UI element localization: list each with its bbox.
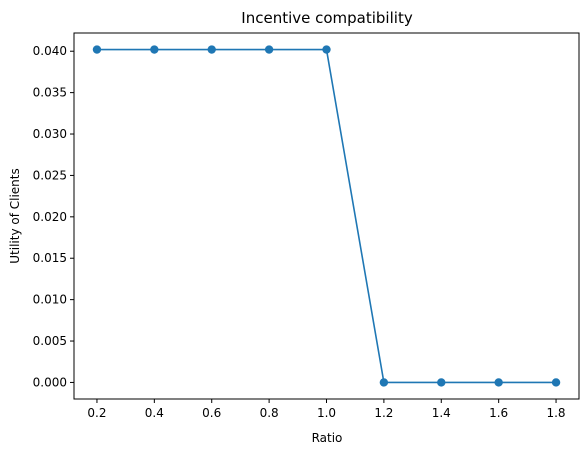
x-tick-label: 1.2 xyxy=(374,406,393,420)
y-tick-label: 0.020 xyxy=(33,210,67,224)
y-axis-label: Utility of Clients xyxy=(8,168,22,263)
chart-title: Incentive compatibility xyxy=(241,9,413,27)
y-tick-label: 0.015 xyxy=(33,251,67,265)
y-tick-label: 0.000 xyxy=(33,375,67,389)
x-tick-label: 0.6 xyxy=(202,406,221,420)
x-tick-label: 1.4 xyxy=(432,406,451,420)
plot-frame xyxy=(73,32,580,400)
data-point xyxy=(207,45,216,54)
x-tick-label: 1.6 xyxy=(489,406,508,420)
y-tick-label: 0.010 xyxy=(33,293,67,307)
data-point xyxy=(494,378,503,387)
data-point xyxy=(322,45,331,54)
y-tick-label: 0.025 xyxy=(33,168,67,182)
data-point xyxy=(92,45,102,54)
x-tick-label: 0.8 xyxy=(260,406,279,420)
y-tick-label: 0.035 xyxy=(33,86,67,100)
x-tick-label: 0.4 xyxy=(145,406,164,420)
y-tick-label: 0.030 xyxy=(33,127,67,141)
series-line xyxy=(96,48,557,384)
data-point xyxy=(150,45,159,54)
data-point xyxy=(551,378,561,387)
x-axis: 0.2 0.4 0.6 0.8 1.0 1.2 1.4 1.6 1.8 xyxy=(87,399,566,420)
x-tick-label: 0.2 xyxy=(87,406,106,420)
x-tick-label: 1.8 xyxy=(546,406,565,420)
data-point xyxy=(264,45,274,54)
y-tick-label: 0.005 xyxy=(33,334,67,348)
x-tick-label: 1.0 xyxy=(317,406,336,420)
data-point xyxy=(379,378,389,387)
x-axis-label: Ratio xyxy=(312,431,343,445)
y-axis: 0.000 0.005 0.010 0.015 0.020 0.025 0.030 0.035… xyxy=(33,44,74,389)
series-layer xyxy=(92,45,561,387)
data-point xyxy=(437,378,446,387)
y-tick-label: 0.040 xyxy=(33,44,67,58)
